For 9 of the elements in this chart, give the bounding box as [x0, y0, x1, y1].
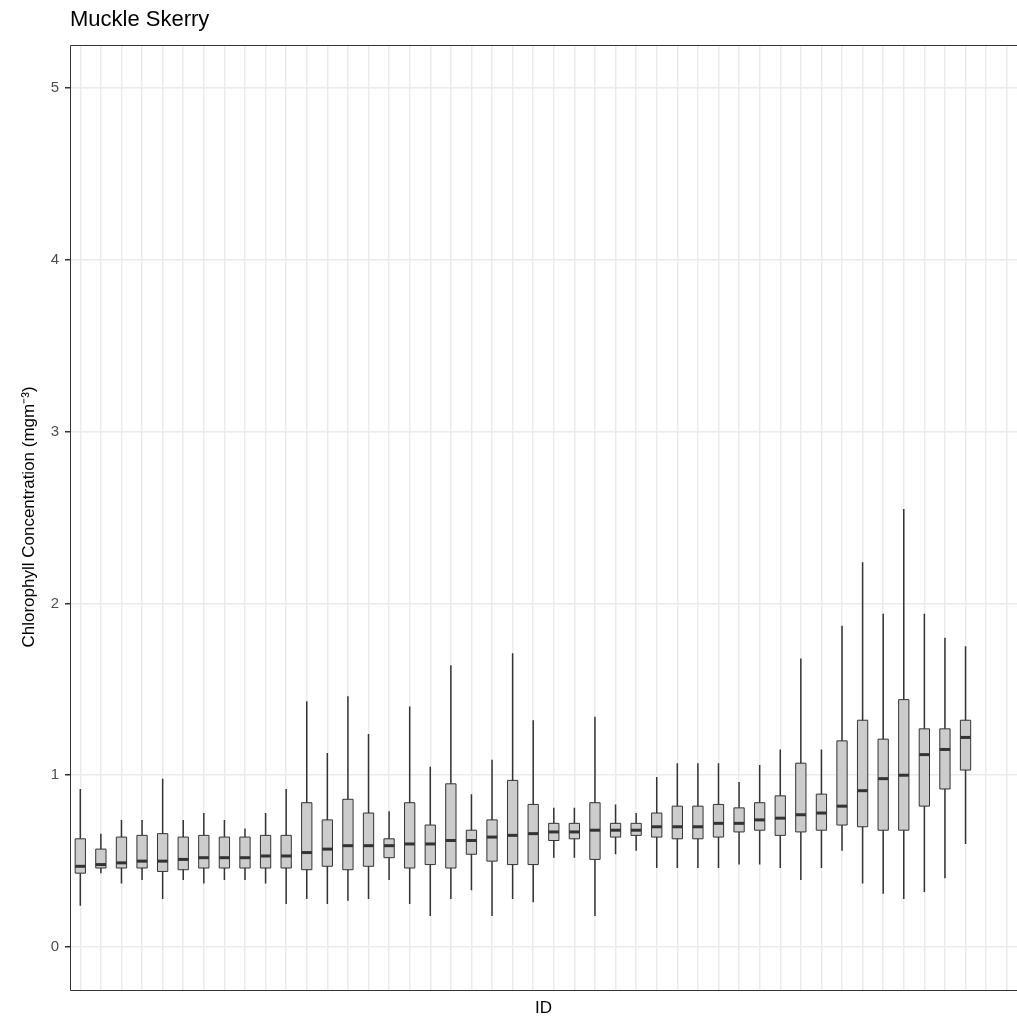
chart-title: Muckle Skerry — [70, 6, 210, 32]
y-tick-label: 5 — [50, 78, 59, 96]
y-axis-title: Chlorophyll Concentration (mgm⁻³) — [17, 386, 39, 648]
y-tick-label: 0 — [50, 937, 59, 955]
y-tick-label: 3 — [50, 421, 59, 439]
x-axis-title: ID — [534, 998, 553, 1018]
y-tick-label: 2 — [50, 593, 59, 611]
y-tick-label: 1 — [50, 765, 59, 783]
y-tick-label: 4 — [50, 249, 59, 267]
